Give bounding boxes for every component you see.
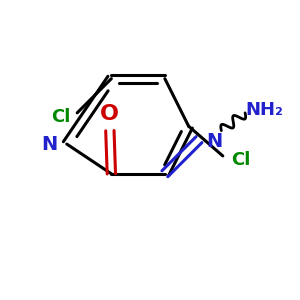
Text: Cl: Cl [51, 108, 70, 126]
Text: O: O [100, 104, 119, 124]
Text: N: N [206, 133, 223, 152]
Text: Cl: Cl [231, 152, 250, 169]
Text: NH₂: NH₂ [245, 101, 284, 119]
Text: N: N [41, 135, 57, 154]
